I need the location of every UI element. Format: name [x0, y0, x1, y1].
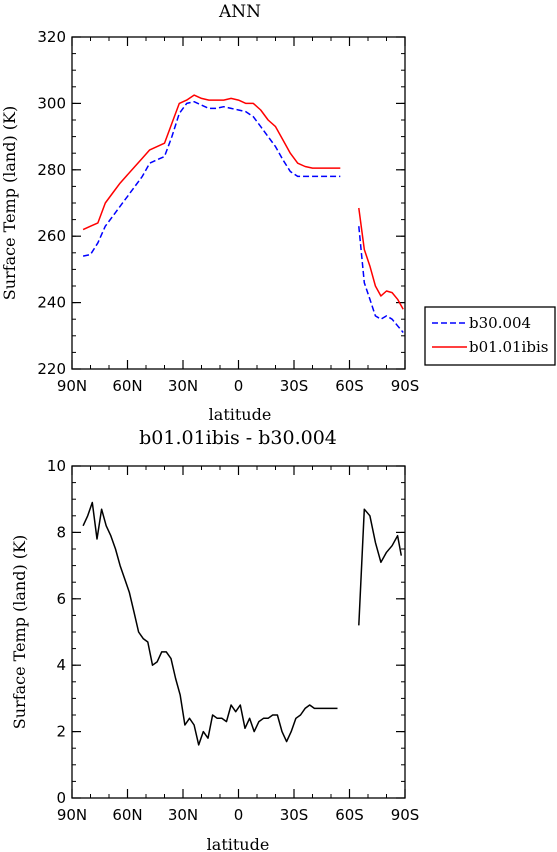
- series-line-0-segment-0: [82, 100, 341, 257]
- plot-area: 90N 60N 30N 0 30S 60S 90S 220 240 260 280 300 320: [37, 28, 419, 395]
- x-tick-label: 90N: [57, 806, 87, 824]
- legend: b30.004 b01.01ibis: [424, 306, 556, 366]
- y-tick-label: 10: [47, 457, 66, 475]
- x-tick-label: 60N: [112, 806, 142, 824]
- plot-frame: [71, 465, 406, 799]
- series-line-0-segment-0: [82, 501, 338, 746]
- x-tick-label: 30S: [280, 377, 309, 395]
- x-axis-label: latitude: [207, 835, 270, 852]
- panel-title: b01.01ibis - b30.004: [139, 427, 337, 449]
- difference-panel: b01.01ibis - b30.004 90N 60N 30N 0 30S 60S 90S…: [10, 427, 419, 852]
- y-tick-label: 320: [37, 28, 66, 46]
- y-tick-label: 2: [56, 723, 66, 741]
- y-axis-label: Surface Temp (land) (K): [10, 535, 29, 730]
- x-tick-label: 30N: [168, 806, 198, 824]
- series-line-0-segment-1: [358, 226, 404, 333]
- x-tick-label: 30S: [280, 806, 309, 824]
- y-tick-label: 300: [37, 94, 66, 112]
- x-tick-label: 60S: [335, 806, 364, 824]
- legend-label-b30-004: b30.004: [469, 314, 531, 332]
- series-line-1-segment-0: [82, 94, 341, 231]
- x-axis-label: latitude: [209, 405, 272, 424]
- y-tick-label: 8: [56, 523, 66, 541]
- x-tick-label: 60N: [112, 377, 142, 395]
- panel-title: ANN: [218, 2, 261, 22]
- x-tick-label: 90N: [57, 377, 87, 395]
- x-tick-label: 30N: [168, 377, 198, 395]
- legend-label-b01-01ibis: b01.01ibis: [469, 338, 548, 356]
- x-tick-label: 90S: [391, 377, 420, 395]
- series-line-1-segment-1: [358, 207, 404, 310]
- y-tick-label: 0: [56, 789, 66, 807]
- y-axis-label: Surface Temp (land) (K): [0, 106, 19, 301]
- series-line-0-segment-1: [358, 508, 403, 626]
- y-tick-label: 6: [56, 590, 66, 608]
- temperature-panel: ANN 90N 60N 30N 0 30S 60S 90S 220 240 260 280 300 32…: [0, 2, 419, 424]
- x-tick-label: 0: [234, 377, 244, 395]
- y-tick-label: 220: [37, 360, 66, 378]
- x-tick-label: 0: [234, 806, 244, 824]
- legend-box: [424, 306, 556, 366]
- x-tick-label: 60S: [335, 377, 364, 395]
- y-tick-label: 4: [56, 656, 66, 674]
- y-tick-label: 260: [37, 227, 66, 245]
- x-tick-label: 90S: [391, 806, 420, 824]
- plot-area: 90N 60N 30N 0 30S 60S 90S 0 2 4 6 8 10: [47, 457, 419, 824]
- y-tick-label: 280: [37, 161, 66, 179]
- y-tick-label: 240: [37, 294, 66, 312]
